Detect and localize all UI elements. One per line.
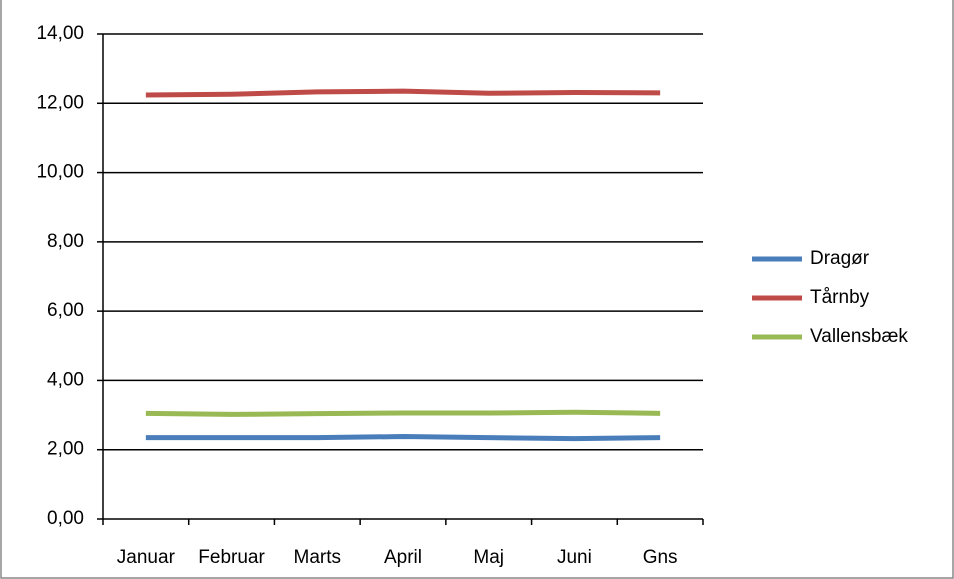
- y-tick-label: 0,00: [47, 508, 84, 529]
- x-tick-label: April: [384, 547, 422, 568]
- x-tick-label: Februar: [198, 547, 265, 568]
- x-tick-label: Gns: [643, 547, 678, 568]
- y-tick-label: 8,00: [47, 231, 84, 252]
- series-line: [145, 434, 661, 442]
- series-line: [145, 409, 661, 417]
- y-tick-label: 12,00: [36, 92, 84, 113]
- y-tick-label: 14,00: [36, 23, 84, 44]
- x-tick-label: Januar: [117, 547, 176, 568]
- x-tick-label: Maj: [473, 547, 504, 568]
- legend-label: Dragør: [810, 248, 870, 269]
- y-tick-label: 10,00: [36, 162, 84, 183]
- x-tick-label: Juni: [557, 547, 592, 568]
- y-tick-label: 2,00: [47, 439, 84, 460]
- legend-label: Vallensbæk: [810, 326, 908, 347]
- x-tick-label: Marts: [294, 547, 342, 568]
- y-tick-label: 6,00: [47, 300, 84, 321]
- y-tick-label: 4,00: [47, 369, 84, 390]
- series-line: [145, 88, 661, 98]
- legend-label: Tårnby: [810, 287, 870, 308]
